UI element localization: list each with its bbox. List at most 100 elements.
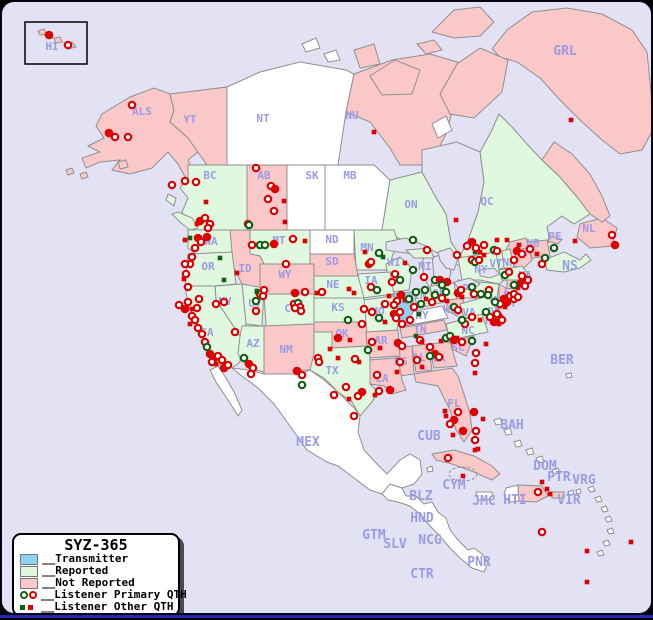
- listener-other-marker: [472, 447, 478, 453]
- listener-primary-marker: [269, 206, 279, 216]
- landmass: [301, 37, 321, 53]
- listener-other-marker: [419, 364, 425, 370]
- listener-other-marker: [351, 290, 357, 296]
- region-MB: [324, 164, 391, 231]
- listener-cluster-marker: [269, 239, 279, 249]
- landmass: [551, 467, 561, 475]
- listener-primary-marker: [180, 176, 190, 186]
- listener-primary-marker: [427, 297, 437, 307]
- legend-item-other-qth: __Listener Other QTH: [20, 601, 178, 613]
- region-label-VRG: VRG: [572, 473, 596, 488]
- listener-other-marker: [416, 311, 422, 317]
- listener-other-marker: [483, 341, 489, 347]
- listener-primary-marker: [408, 235, 418, 245]
- listener-other-marker: [539, 479, 545, 485]
- listener-primary-marker: [251, 296, 261, 306]
- listener-primary-marker: [504, 267, 514, 277]
- region-label-MEX: MEX: [296, 435, 320, 450]
- region-label-NCG: NCG: [418, 533, 442, 548]
- listener-other-marker: [515, 285, 521, 291]
- listener-primary-marker: [395, 275, 405, 285]
- listener-primary-marker: [314, 357, 324, 367]
- listener-primary-marker: [217, 355, 227, 365]
- listener-primary-marker: [390, 269, 400, 279]
- listener-primary-marker: [404, 294, 414, 304]
- listener-cluster-marker: [290, 288, 300, 298]
- listener-other-marker: [234, 270, 240, 276]
- listener-primary-marker: [476, 289, 486, 299]
- listener-other-marker: [346, 396, 352, 402]
- listener-primary-marker: [397, 319, 407, 329]
- region-label-JMC: JMC: [472, 494, 495, 509]
- region-label-ID: ID: [238, 262, 252, 275]
- reported-swatch: [20, 565, 38, 577]
- landmass: [479, 267, 501, 279]
- region-label-MI: MI: [418, 260, 431, 273]
- listener-primary-marker: [537, 527, 547, 537]
- listener-primary-marker: [219, 297, 229, 307]
- landmass: [171, 211, 199, 231]
- listener-primary-marker: [456, 285, 466, 295]
- listener-primary-marker: [490, 297, 500, 307]
- region-label-HI: HI: [45, 40, 58, 53]
- listener-other-marker: [187, 235, 193, 241]
- region-label-BAH: BAH: [500, 418, 523, 433]
- listener-other-marker: [472, 370, 478, 376]
- landmass: [381, 483, 489, 573]
- listener-primary-marker: [453, 305, 463, 315]
- region-JMC: [475, 491, 495, 501]
- landmass: [431, 6, 495, 39]
- listener-primary-marker: [525, 244, 535, 254]
- landmass: [513, 439, 523, 448]
- listener-primary-marker: [251, 163, 261, 173]
- listener-primary-marker: [453, 407, 463, 417]
- listener-primary-marker: [363, 345, 373, 355]
- region-label-MB: MB: [343, 169, 357, 182]
- listener-primary-marker: [372, 370, 382, 380]
- listener-primary-marker: [509, 255, 519, 265]
- listener-primary-marker: [391, 313, 401, 323]
- region-label-GRL: GRL: [553, 44, 577, 59]
- listener-other-marker: [423, 296, 429, 302]
- listener-primary-marker: [441, 287, 451, 297]
- legend-label: __Listener Other QTH: [41, 600, 174, 613]
- region-NS: [543, 251, 592, 273]
- region-label-DOM: DOM: [533, 459, 557, 474]
- legend-label: __Reported: [42, 564, 109, 577]
- listener-primary-marker: [452, 250, 462, 260]
- region-label-YT: YT: [183, 113, 197, 126]
- listener-primary-marker: [457, 315, 467, 325]
- listener-primary-marker: [247, 240, 257, 250]
- listener-other-marker: [213, 361, 219, 367]
- region-label-IA: IA: [364, 274, 378, 287]
- listener-other-marker: [377, 345, 383, 351]
- listener-other-marker: [413, 333, 419, 339]
- region-label-QC: QC: [480, 195, 493, 208]
- region-label-TX: TX: [325, 364, 339, 377]
- region-label-SD: SD: [325, 255, 339, 268]
- listener-primary-marker: [412, 355, 422, 365]
- listener-primary-marker: [180, 259, 190, 269]
- listener-cluster-marker: [333, 333, 343, 343]
- listener-other-marker: [459, 294, 465, 300]
- landmass: [117, 159, 129, 170]
- region-label-NE: NE: [326, 278, 339, 291]
- region-label-AB: AB: [257, 169, 271, 182]
- listener-other-marker: [402, 260, 408, 266]
- listener-cluster-marker: [610, 240, 620, 250]
- listener-primary-marker: [239, 353, 249, 363]
- listener-primary-marker: [430, 290, 440, 300]
- landmass: [535, 455, 545, 464]
- listener-primary-icons: [20, 591, 38, 599]
- listener-other-marker: [547, 491, 553, 497]
- legend-item-reported: __Reported: [20, 565, 178, 577]
- listener-primary-marker: [366, 257, 376, 267]
- region-label-BC: BC: [203, 169, 216, 182]
- landmass: [565, 372, 573, 379]
- listener-primary-marker: [471, 348, 481, 358]
- listener-cluster-marker: [270, 184, 280, 194]
- listener-other-marker: [444, 298, 450, 304]
- red-circle-marker-icon: [29, 591, 37, 599]
